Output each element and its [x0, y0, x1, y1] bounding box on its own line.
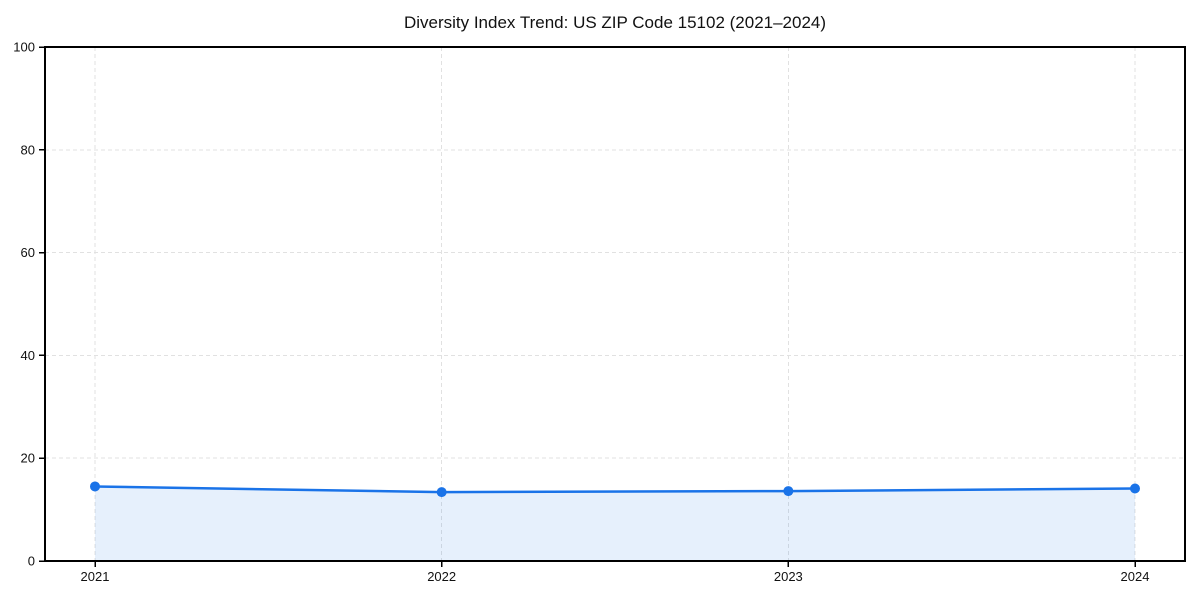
data-point: [436, 487, 447, 498]
area-fill: [95, 486, 1135, 561]
y-tick-label: 20: [21, 451, 35, 466]
data-point: [90, 481, 100, 492]
plot-border: [44, 46, 1186, 562]
y-tick-label: 60: [21, 245, 35, 260]
y-tick-label: 100: [13, 40, 35, 55]
x-tick-label: 2023: [774, 569, 803, 584]
x-tick-label: 2022: [427, 569, 456, 584]
y-tick-label: 0: [28, 554, 35, 569]
chart-title: Diversity Index Trend: US ZIP Code 15102…: [403, 13, 827, 32]
y-tick-label: 40: [21, 348, 35, 363]
x-tick-label: 2024: [1121, 569, 1150, 584]
data-line: [93, 485, 1137, 494]
data-point: [783, 486, 794, 497]
y-tick-label: 80: [21, 142, 35, 157]
data-point: [1130, 483, 1140, 494]
x-tick-label: 2021: [81, 569, 110, 584]
